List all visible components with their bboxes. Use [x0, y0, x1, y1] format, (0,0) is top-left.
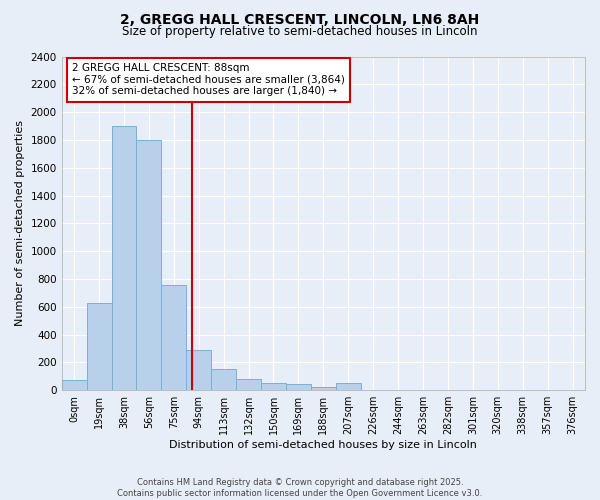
Text: 2, GREGG HALL CRESCENT, LINCOLN, LN6 8AH: 2, GREGG HALL CRESCENT, LINCOLN, LN6 8AH: [121, 12, 479, 26]
Bar: [112, 126, 136, 390]
Y-axis label: Number of semi-detached properties: Number of semi-detached properties: [15, 120, 25, 326]
Bar: [336, 384, 361, 390]
Bar: [136, 140, 161, 390]
Bar: [261, 382, 286, 390]
Bar: [311, 386, 336, 390]
Bar: [161, 284, 186, 390]
Bar: [286, 384, 311, 390]
Bar: [62, 380, 86, 390]
Text: Size of property relative to semi-detached houses in Lincoln: Size of property relative to semi-detach…: [122, 25, 478, 38]
Text: Contains HM Land Registry data © Crown copyright and database right 2025.
Contai: Contains HM Land Registry data © Crown c…: [118, 478, 482, 498]
Bar: [86, 302, 112, 390]
Bar: [186, 350, 211, 390]
Bar: [211, 368, 236, 390]
Text: 2 GREGG HALL CRESCENT: 88sqm
← 67% of semi-detached houses are smaller (3,864)
3: 2 GREGG HALL CRESCENT: 88sqm ← 67% of se…: [72, 63, 345, 96]
X-axis label: Distribution of semi-detached houses by size in Lincoln: Distribution of semi-detached houses by …: [169, 440, 477, 450]
Bar: [236, 379, 261, 390]
